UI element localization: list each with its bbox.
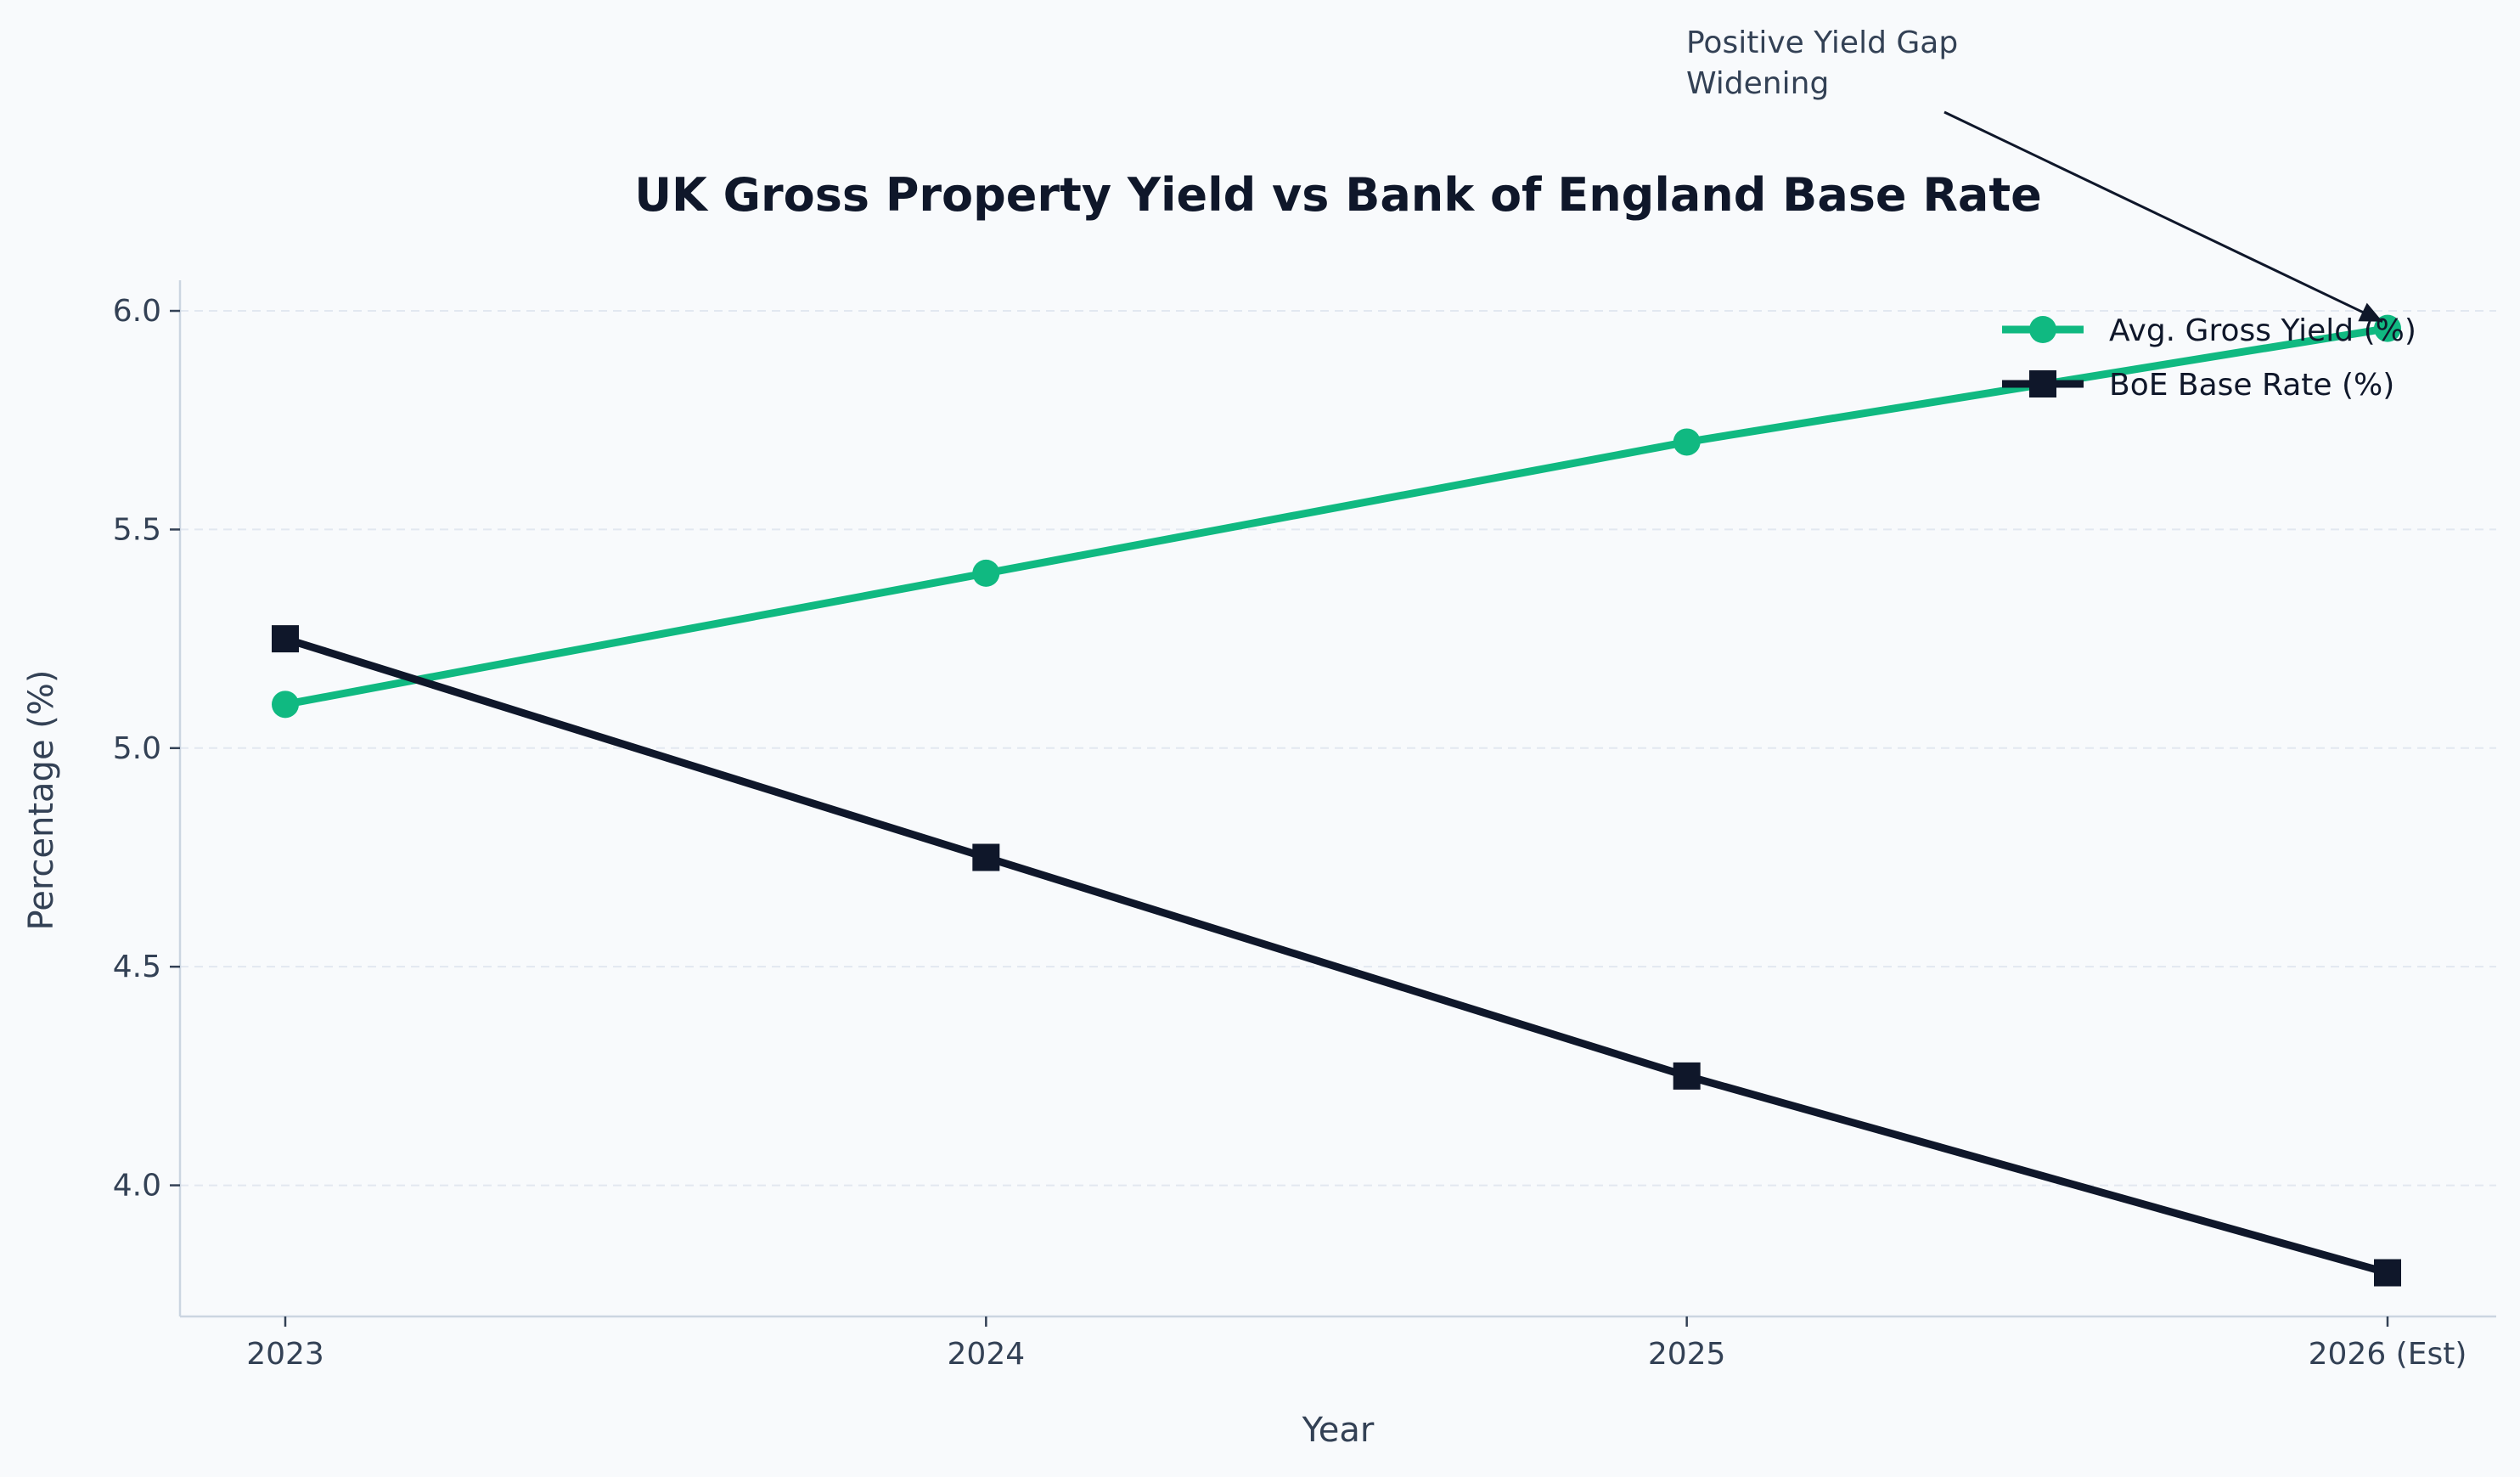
data-point bbox=[1673, 428, 1701, 456]
data-point bbox=[2374, 1259, 2401, 1287]
x-tick-label: 2026 (Est) bbox=[2309, 1337, 2467, 1372]
x-tick-label: 2025 bbox=[1648, 1337, 1726, 1372]
y-tick-label: 4.5 bbox=[113, 950, 161, 984]
annotation-line-2: Widening bbox=[1686, 66, 1829, 101]
annotation-arrow-head bbox=[2358, 302, 2382, 322]
y-tick-label: 5.5 bbox=[113, 512, 161, 547]
legend-label: BoE Base Rate (%) bbox=[2109, 368, 2394, 403]
y-tick-label: 5.0 bbox=[113, 731, 161, 766]
y-axis-label: Percentage (%) bbox=[22, 670, 61, 931]
series-layer bbox=[272, 314, 2401, 1287]
x-axis-ticks: 2023 2024 2025 2026 (Est) bbox=[246, 1316, 2467, 1372]
chart-title: UK Gross Property Yield vs Bank of Engla… bbox=[634, 168, 2042, 222]
data-point bbox=[972, 559, 1000, 587]
annotation-arrow-line bbox=[1943, 110, 2383, 323]
legend-marker bbox=[2029, 370, 2056, 397]
y-axis-ticks: 4.0 4.5 5.0 5.5 6.0 bbox=[113, 294, 180, 1204]
annotation-text: Positive Yield Gap Widening bbox=[1686, 25, 1968, 101]
x-tick-label: 2024 bbox=[948, 1337, 1026, 1372]
x-tick-label: 2023 bbox=[246, 1337, 324, 1372]
annotation: Positive Yield Gap Widening bbox=[1686, 25, 2383, 323]
y-tick-label: 4.0 bbox=[113, 1169, 161, 1204]
grid-lines bbox=[180, 310, 2496, 1187]
data-point bbox=[272, 691, 299, 719]
series-line-2 bbox=[281, 634, 2392, 1277]
annotation-line-1: Positive Yield Gap bbox=[1686, 25, 1958, 60]
y-tick-label: 6.0 bbox=[113, 294, 161, 329]
data-point bbox=[272, 625, 299, 653]
data-point bbox=[1673, 1062, 1701, 1090]
x-axis-label: Year bbox=[1302, 1411, 1375, 1450]
legend-marker bbox=[2029, 316, 2056, 343]
data-point bbox=[972, 843, 1000, 871]
